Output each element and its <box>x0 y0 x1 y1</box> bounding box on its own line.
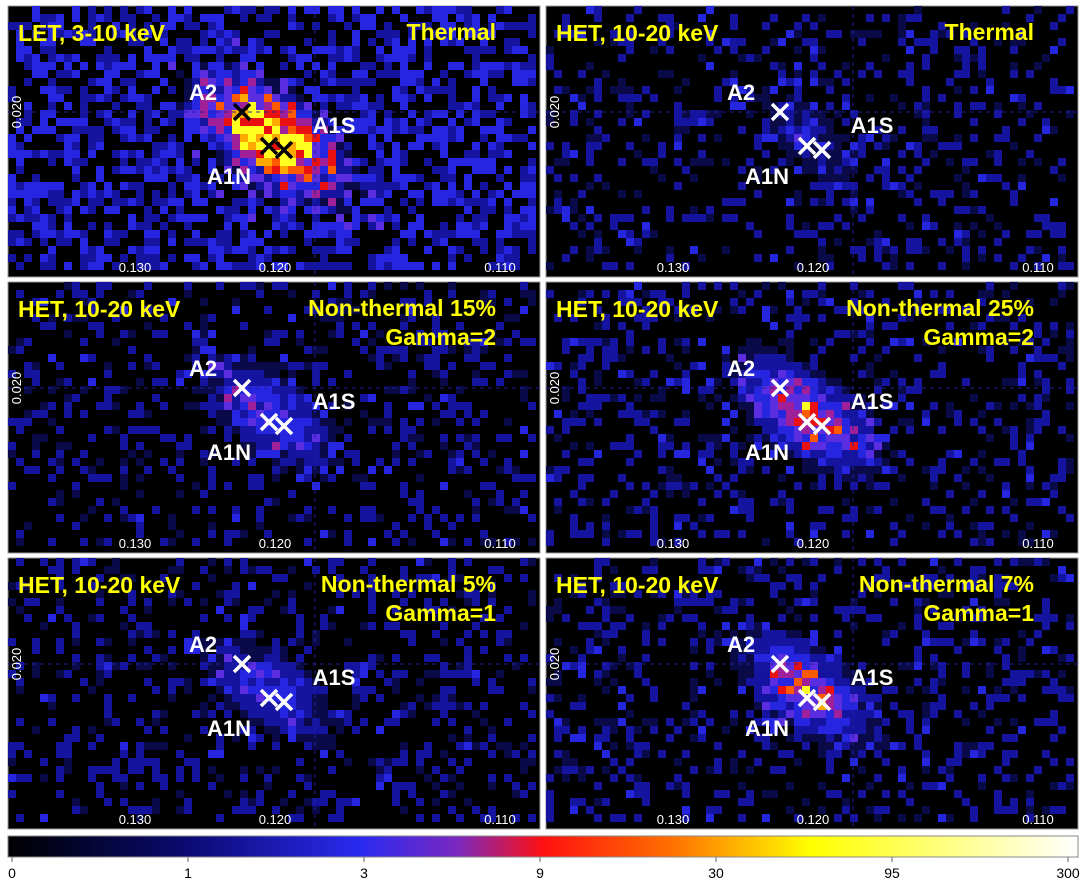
source-label: A2 <box>189 80 217 105</box>
y-tick-label: 0.020 <box>9 648 24 681</box>
y-tick-label: 0.020 <box>9 96 24 129</box>
x-tick-label: 0.110 <box>484 260 516 275</box>
y-tick-label: 0.020 <box>9 372 24 405</box>
source-label: A1N <box>745 440 789 465</box>
colorbar-tick-label: 9 <box>536 865 544 881</box>
colorbar-tick-label: 3 <box>360 865 368 881</box>
band-label: HET, 10-20 keV <box>18 572 181 598</box>
source-label: A1N <box>207 440 251 465</box>
x-tick-label: 0.120 <box>259 536 292 551</box>
source-label: A2 <box>727 632 755 657</box>
band-label: HET, 10-20 keV <box>556 20 719 46</box>
x-tick-label: 0.110 <box>484 536 516 551</box>
source-label: A2 <box>727 80 755 105</box>
source-label: A2 <box>189 356 217 381</box>
source-label: A1S <box>313 389 356 414</box>
source-label: A1N <box>745 716 789 741</box>
x-tick-label: 0.110 <box>484 812 516 827</box>
source-label: A2 <box>189 632 217 657</box>
colorbar-tick-label: 95 <box>884 865 900 881</box>
model-label: Thermal <box>945 19 1034 45</box>
model-label: Gamma=2 <box>385 324 496 350</box>
colorbar-tick-label: 0 <box>8 865 16 881</box>
x-tick-label: 0.130 <box>657 260 690 275</box>
x-tick-label: 0.130 <box>119 536 152 551</box>
x-tick-label: 0.130 <box>119 812 152 827</box>
panel: A2 A1S A1N HET, 10-20 keV Non-thermal 25% Gam… <box>546 282 1078 553</box>
model-label: Non-thermal 25% <box>846 295 1034 321</box>
source-label: A1S <box>313 665 356 690</box>
x-tick-label: 0.130 <box>657 536 690 551</box>
y-tick-label: 0.020 <box>547 372 562 405</box>
x-tick-label: 0.130 <box>119 260 152 275</box>
model-label: Thermal <box>407 19 496 45</box>
x-tick-label: 0.120 <box>797 536 830 551</box>
source-label: A1S <box>313 113 356 138</box>
y-tick-label: 0.020 <box>547 96 562 129</box>
source-label: A1S <box>851 665 894 690</box>
colorbar <box>8 836 1078 857</box>
model-label: Non-thermal 5% <box>321 571 496 597</box>
band-label: HET, 10-20 keV <box>556 572 719 598</box>
model-label: Gamma=1 <box>385 600 496 626</box>
source-label: A1N <box>207 164 251 189</box>
colorbar-tick-label: 1 <box>184 865 192 881</box>
x-tick-label: 0.110 <box>1022 536 1054 551</box>
panel: A2 A1S A1N HET, 10-20 keV Non-thermal 7% Gamm… <box>546 558 1078 829</box>
model-label: Gamma=2 <box>923 324 1034 350</box>
x-tick-label: 0.120 <box>797 812 830 827</box>
band-label: HET, 10-20 keV <box>18 296 181 322</box>
panel: A2 A1S A1N HET, 10-20 keV Non-thermal 15% Gam… <box>8 282 540 553</box>
image-pixels <box>802 402 810 410</box>
panel: A2 A1S A1N LET, 3-10 keV Thermal 0.020 0.130 0.… <box>8 6 540 277</box>
panel: A2 A1S A1N HET, 10-20 keV Non-thermal 5% Gamm… <box>8 558 540 829</box>
source-label: A1S <box>851 389 894 414</box>
y-tick-label: 0.020 <box>547 648 562 681</box>
colorbar-tick-label: 300 <box>1056 865 1080 881</box>
source-label: A2 <box>727 356 755 381</box>
source-label: A1S <box>851 113 894 138</box>
band-label: HET, 10-20 keV <box>556 296 719 322</box>
model-label: Gamma=1 <box>923 600 1034 626</box>
model-label: Non-thermal 15% <box>308 295 496 321</box>
figure: A2 A1S A1N LET, 3-10 keV Thermal 0.020 0.130 0.… <box>0 0 1084 884</box>
source-label: A1N <box>745 164 789 189</box>
x-tick-label: 0.110 <box>1022 260 1054 275</box>
band-label: LET, 3-10 keV <box>18 20 166 46</box>
x-tick-label: 0.120 <box>797 260 830 275</box>
source-label: A1N <box>207 716 251 741</box>
panel: A2 A1S A1N HET, 10-20 keV Thermal 0.020 0.130 0… <box>546 6 1078 277</box>
x-tick-label: 0.130 <box>657 812 690 827</box>
x-tick-label: 0.120 <box>259 812 292 827</box>
model-label: Non-thermal 7% <box>859 571 1034 597</box>
x-tick-label: 0.120 <box>259 260 292 275</box>
x-tick-label: 0.110 <box>1022 812 1054 827</box>
colorbar-tick-label: 30 <box>708 865 724 881</box>
